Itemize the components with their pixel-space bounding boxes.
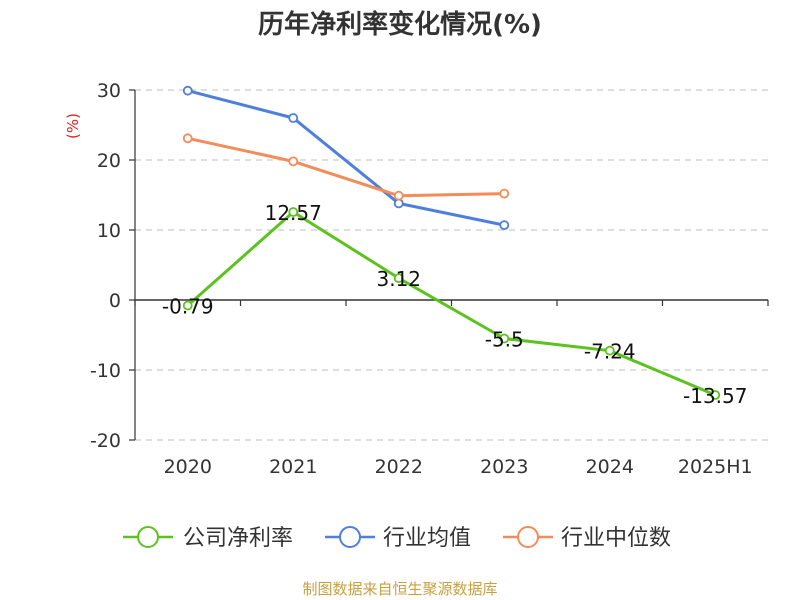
data-point-0-2021[interactable] [288,207,299,217]
legend-marker [517,526,539,548]
data-point-0-2025h1[interactable] [710,390,721,400]
legend-marker [137,526,159,548]
legend-item-1[interactable]: 行业均值 [325,526,471,551]
series-0 [182,207,721,400]
data-point-1-2023[interactable] [499,220,510,231]
legend-item-2[interactable]: 行业中位数 [503,526,671,551]
x-tick-label-2024: 2024 [586,456,634,478]
legend[interactable]: 公司净利率 行业均值 行业中位数 [123,526,671,551]
y-tick-label-30: 30 [97,80,121,102]
data-label-2023: -5.5 [485,328,524,352]
y-tick-label-20: -20 [90,430,121,452]
axes: -20 -10 0 10 20 30 2020 2021 2022 2023 2024 2025H1 [90,80,769,478]
x-tick-label-2025h1: 2025H1 [678,456,753,478]
y-axis-unit: (%) [64,113,82,139]
legend-item-0[interactable]: 公司净利率 [123,526,293,551]
y-tick-label-0: 0 [109,290,121,312]
legend-label: 行业均值 [383,526,471,551]
data-label-2022: 3.12 [376,267,421,291]
data-point-1-2020[interactable] [182,85,193,96]
chart-title: 历年净利率变化情况(%) [258,9,542,40]
grid-lines [135,89,768,441]
series-line-1 [187,89,505,227]
legend-label: 公司净利率 [183,526,293,551]
data-point-0-2020[interactable] [182,300,193,311]
series-layer [182,85,721,400]
source-note: 制图数据来自恒生聚源数据库 [302,580,497,598]
data-label-2024: -7.24 [584,340,636,364]
data-label-2020: -0.79 [162,295,214,319]
legend-marker [339,526,361,548]
x-tick-label-2023: 2023 [480,456,528,478]
data-point-0-2022[interactable] [393,273,404,284]
data-labels: -0.79 12.57 3.12 -5.5 -7.24 -13.57 [162,201,748,408]
x-tick-label-2020: 2020 [164,456,212,478]
series-line-2 [187,136,505,198]
data-point-1-2021[interactable] [288,113,299,123]
x-tick-label-2021: 2021 [269,456,317,478]
x-tick-label-2022: 2022 [375,456,423,478]
y-tick-label-10: -10 [90,360,121,382]
data-point-0-2024[interactable] [604,345,615,356]
series-2 [182,133,510,201]
y-tick-label-10: 10 [97,220,121,242]
data-label-2021: 12.57 [265,201,322,225]
data-point-2-2022[interactable] [393,190,404,201]
data-point-2-2023[interactable] [499,188,510,199]
y-tick-label-20: 20 [97,150,121,172]
legend-label: 行业中位数 [561,526,671,551]
data-point-2-2020[interactable] [182,133,193,144]
series-line-0 [186,210,716,397]
data-point-2-2021[interactable] [288,156,299,167]
data-point-0-2023[interactable] [499,333,510,344]
data-label-2025h1: -13.57 [683,384,747,408]
series-1 [182,85,510,231]
